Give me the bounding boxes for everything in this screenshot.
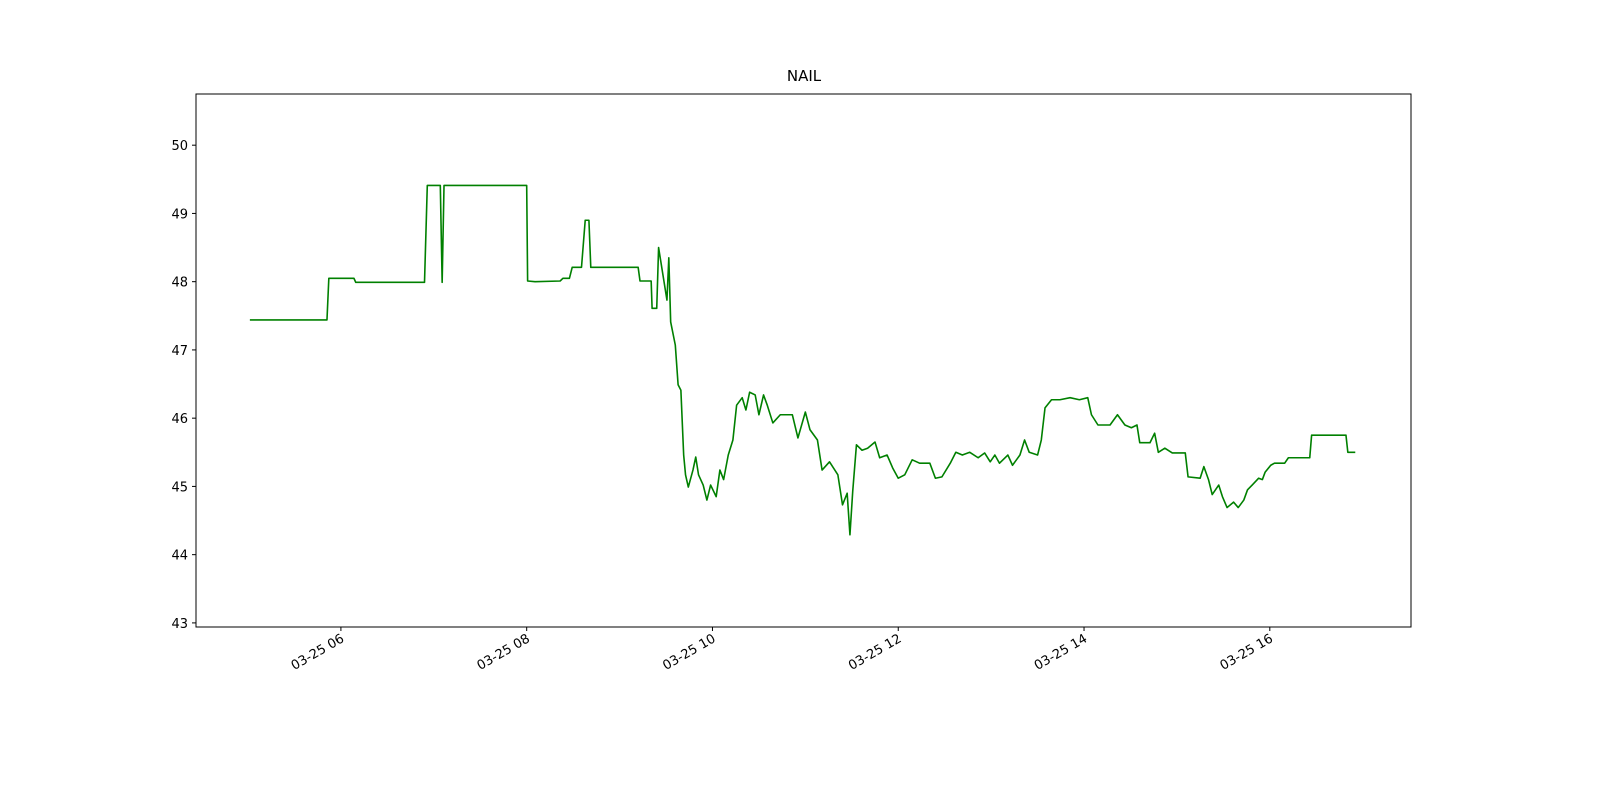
y-tick-label: 43 bbox=[171, 617, 188, 632]
y-tick-label: 47 bbox=[171, 344, 188, 359]
plot-frame bbox=[195, 93, 1412, 628]
y-tick-label: 49 bbox=[171, 207, 188, 222]
x-tick-label: 03-25 14 bbox=[1032, 631, 1090, 673]
y-tick-label: 46 bbox=[171, 412, 188, 427]
price-line bbox=[249, 184, 1356, 536]
x-tick-label: 03-25 06 bbox=[289, 631, 347, 673]
y-tick-label: 50 bbox=[171, 139, 188, 154]
chart-title: NAIL bbox=[787, 67, 822, 85]
y-tick-label: 44 bbox=[171, 549, 188, 564]
y-tick-label: 48 bbox=[171, 276, 188, 291]
x-tick-label: 03-25 10 bbox=[660, 631, 718, 673]
x-tick-label: 03-25 16 bbox=[1218, 631, 1276, 673]
y-tick-label: 45 bbox=[171, 480, 188, 495]
x-tick-label: 03-25 12 bbox=[846, 631, 904, 673]
x-tick-label: 03-25 08 bbox=[475, 631, 533, 673]
